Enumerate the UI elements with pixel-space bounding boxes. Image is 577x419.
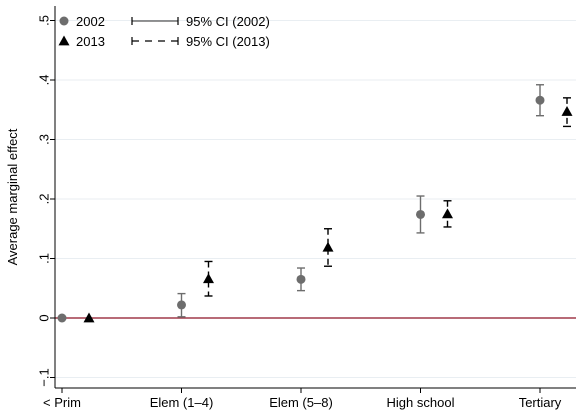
y-tick-label: 0 <box>37 314 52 321</box>
legend: 2002 95% CI (2002) 2013 95% CI (2013) <box>58 14 270 49</box>
point-2013 <box>322 241 334 252</box>
point-2013 <box>203 273 214 284</box>
y-tick-label: .2 <box>37 194 52 205</box>
legend-marker <box>58 35 70 46</box>
legend-label: 2013 <box>76 34 105 49</box>
legend-label: 95% CI (2013) <box>186 34 270 49</box>
point-2002 <box>57 313 67 323</box>
y-tick-label: .5 <box>37 15 52 26</box>
y-tick-label: .1 <box>37 253 52 264</box>
axes: −.1 0 .1 .2 .3 .4 .5 < Prim Elem (1–4) Elem (5–8)… <box>37 6 576 410</box>
legend-label: 2002 <box>76 14 105 29</box>
legend-marker <box>59 16 69 26</box>
x-tick-label: Tertiary <box>519 395 562 410</box>
x-tick-label: Elem (1–4) <box>150 395 214 410</box>
y-tick-label: .3 <box>37 134 52 145</box>
y-axis-label: Average marginal effect <box>5 128 20 265</box>
legend-label: 95% CI (2002) <box>186 14 270 29</box>
point-2002 <box>177 300 186 310</box>
point-2013 <box>83 312 95 323</box>
point-2002 <box>535 95 545 105</box>
point-2013 <box>561 106 573 116</box>
data-marks <box>57 84 573 323</box>
point-2002 <box>416 209 425 219</box>
x-tick-label: Elem (5–8) <box>269 395 333 410</box>
point-2013 <box>442 208 453 219</box>
x-tick-label: < Prim <box>43 395 81 410</box>
y-tick-label: .4 <box>37 75 52 86</box>
x-tick-label: High school <box>387 395 455 410</box>
y-tick-label: −.1 <box>37 368 52 386</box>
point-2002 <box>296 274 306 284</box>
